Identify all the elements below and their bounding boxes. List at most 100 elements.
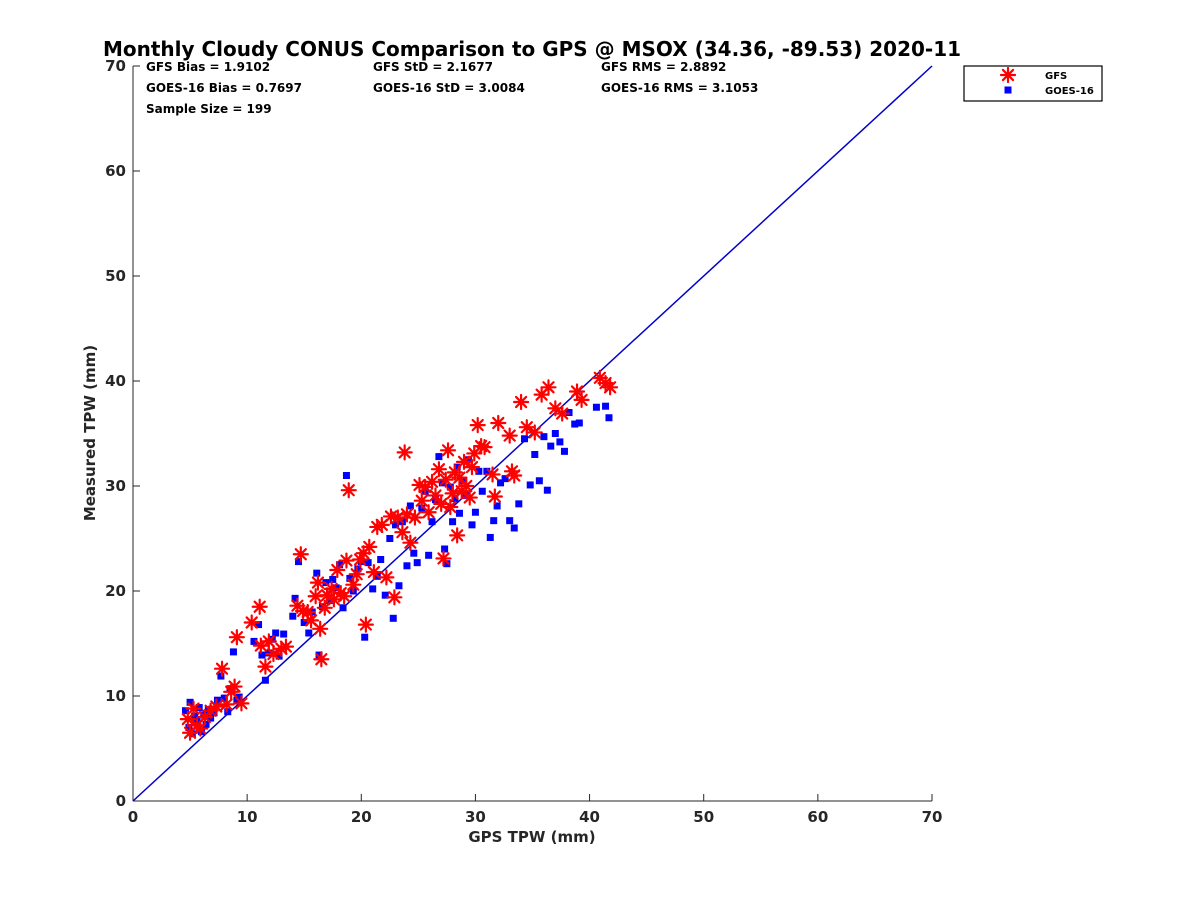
gfs-point [318,587,336,604]
series-gfs [179,369,619,741]
gfs-point [228,629,245,646]
legend-box [963,65,1103,102]
goes16-point [510,524,518,532]
y-tick-label: 40 [105,372,126,390]
gfs-point [442,498,459,516]
gfs-point [260,633,277,650]
goes16-point [258,651,266,659]
gfs-point [329,561,346,579]
gfs-point [325,591,342,608]
gfs-point [302,612,320,629]
gfs-point [389,509,406,526]
goes16-point [543,486,551,494]
goes16-point [468,521,476,529]
legend-goes16-label: GOES-16 [1045,86,1094,97]
x-tick-label: 30 [465,808,486,826]
goes16-point [535,477,543,485]
goes16-point [336,561,344,569]
goes16-point [213,696,221,704]
gfs-point [365,564,382,581]
goes16-point [272,629,280,637]
gfs-point [427,487,444,504]
goes16-point [515,500,523,508]
gfs-point [568,383,586,400]
gfs-point [437,471,454,488]
gfs-point [413,492,430,509]
goes16-point [540,433,548,441]
goes16-point [425,551,433,559]
gfs-point [313,651,330,668]
goes16-point [449,518,457,526]
goes16-point [521,435,529,443]
goes16-point [364,559,372,567]
gfs-point [369,518,386,536]
gfs-point [476,439,493,456]
y-tick-label: 20 [105,582,126,600]
gfs-point [420,504,437,521]
gfs-point [292,546,309,563]
goes16-point [261,676,269,684]
gfs-point [396,444,413,461]
gfs-point [357,616,374,633]
goes16-point [575,419,583,427]
gfs-point [466,445,483,462]
gfs-point [196,708,214,726]
gfs-point [340,482,357,499]
gfs-point [484,466,501,483]
gfs-point [602,379,619,396]
gfs-point [461,489,478,506]
goes16-point [289,612,297,620]
gfs-point [547,400,564,417]
gfs-point [218,696,235,713]
goes16-point [531,451,539,458]
gfs-point [192,720,209,737]
goes16-point [497,479,505,487]
y-tick-label: 10 [105,687,126,705]
goes16-point [191,712,199,720]
goes16-point [493,502,501,510]
gfs-point [433,495,450,512]
gfs-bias-text: GFS Bias = 1.9102 [146,60,270,74]
goes16-point [413,559,421,567]
goes16-point [475,467,483,475]
goes16-point [186,698,194,706]
gfs-point [406,509,424,526]
gfs-point [265,645,282,663]
gfs-point [398,506,416,523]
gfs-point [312,620,329,637]
gfs-point [455,453,473,470]
goes16-point [386,535,394,542]
gfs-point [338,552,355,569]
gfs-point [386,589,403,606]
goes16-point [250,637,258,645]
goes16-point [605,414,613,422]
gfs-point [423,473,441,490]
gfs-point [554,405,571,422]
gfs-point [402,534,419,551]
goes16-point [451,495,459,503]
goes16-point [197,728,205,736]
x-tick-label: 10 [237,808,258,826]
gfs-point [490,414,507,432]
gfs-point [506,467,523,484]
y-tick-label: 0 [116,792,126,810]
gfs-point [373,516,390,533]
axes [132,66,932,802]
goes16-point [220,694,228,702]
gfs-point [233,695,250,712]
goes16-point [602,402,610,410]
sample-size-text: Sample Size = 199 [146,102,272,116]
gfs-point [352,551,369,568]
gfs-point [179,711,196,728]
goes16-point [465,456,473,464]
goes16-point [428,518,436,526]
gfs-point [299,603,316,621]
x-axis-label: GPS TPW (mm) [468,828,595,846]
gfs-point [273,640,290,657]
goes16-point [339,604,347,612]
gfs-point [417,478,434,496]
y-tick-label: 70 [105,57,126,75]
goes16-point [406,502,414,510]
goes16-point [403,562,411,570]
